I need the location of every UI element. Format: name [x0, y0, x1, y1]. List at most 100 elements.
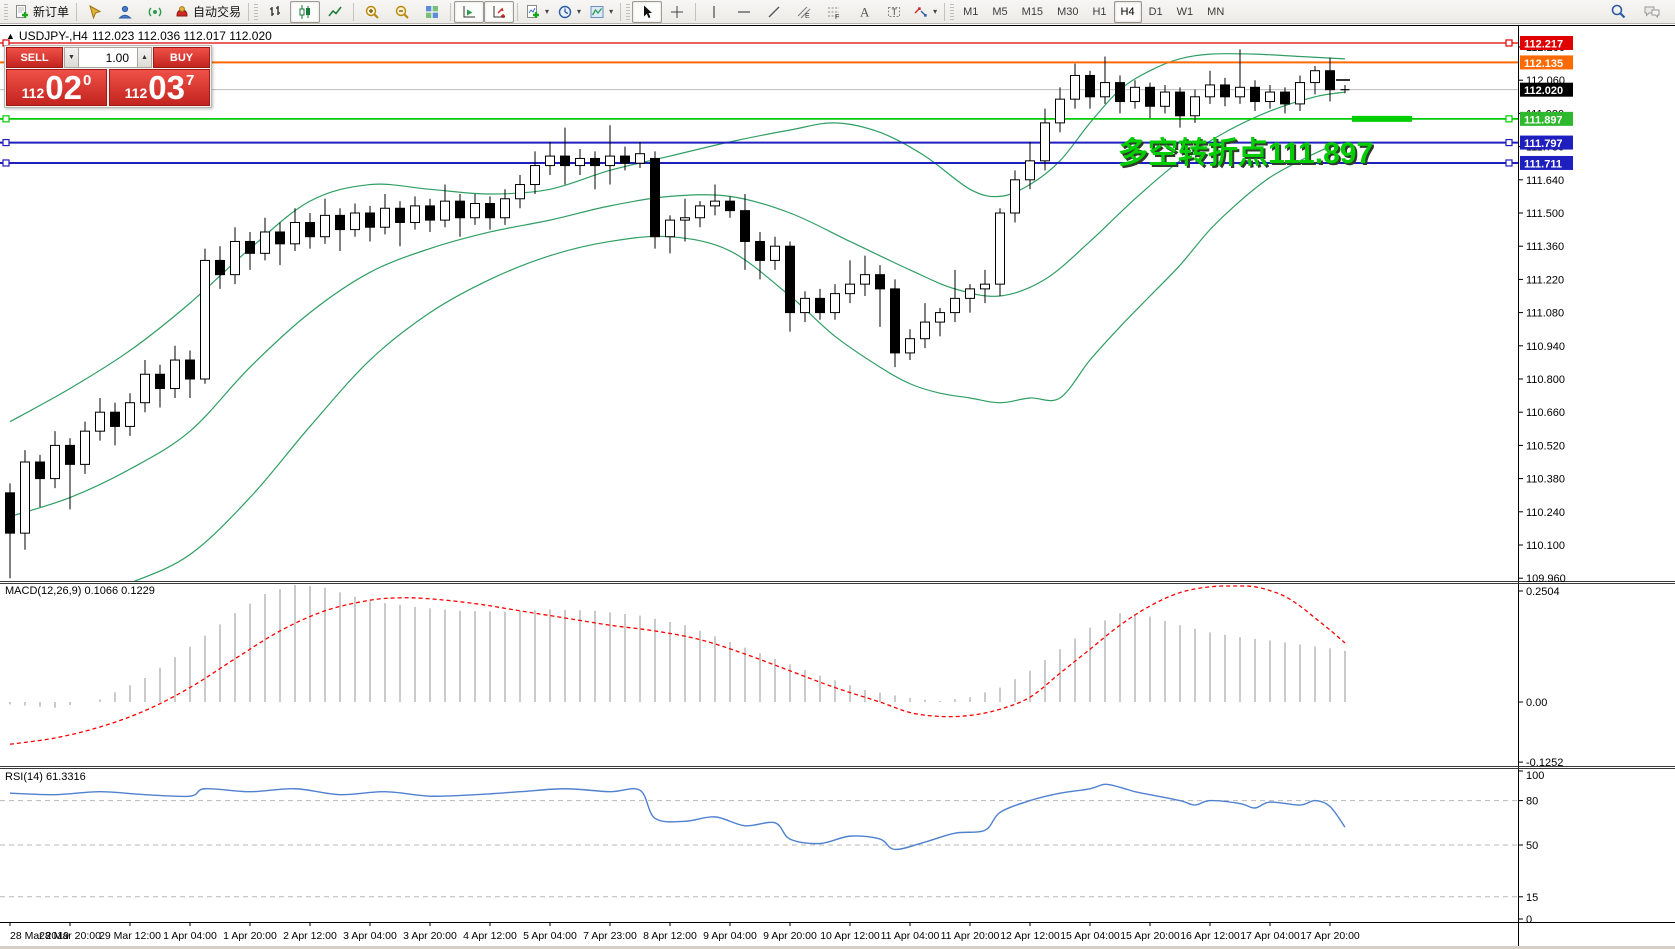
search-button[interactable] — [1603, 1, 1633, 23]
candles — [5, 49, 1350, 579]
svg-text:17 Apr 20:00: 17 Apr 20:00 — [1300, 930, 1360, 942]
line-handle[interactable] — [1505, 115, 1513, 123]
toolbar-separator — [695, 2, 697, 21]
chart-symbol-period: USDJPY-,H4 — [18, 29, 88, 43]
templates-button[interactable]: ▾ — [585, 1, 617, 23]
turning-point-annotation[interactable]: 多空转折点111.897 — [1118, 137, 1374, 170]
main-toolbar: 新订单 自动交易 ▾ ▾ ▾ E F A T ▾ M1 M5 M15 M30 H1 H4 D1 W1 MN — [0, 0, 1675, 24]
arrows-button[interactable]: ▾ — [909, 1, 941, 23]
line-handle[interactable] — [1505, 138, 1513, 147]
chart-window[interactable]: ▲ USDJPY-,H4 112.023 112.036 112.017 112… — [0, 25, 1675, 946]
macd-signal-line — [9, 585, 1346, 745]
svg-text:112.135: 112.135 — [1524, 58, 1563, 70]
price-badge — [1520, 35, 1573, 50]
timeframe-button-d1[interactable]: D1 — [1148, 5, 1163, 18]
buy-price-button[interactable]: 112 03 7 — [109, 69, 210, 106]
chevron-down-icon[interactable]: ▾ — [577, 7, 582, 16]
crosshair-button[interactable] — [662, 1, 692, 23]
chart-shift-button[interactable] — [484, 0, 515, 23]
line-handle[interactable] — [1505, 159, 1513, 167]
vertical-line-button[interactable] — [699, 1, 729, 23]
line-handle[interactable] — [2, 138, 10, 147]
equidistant-channel-button[interactable]: E — [789, 1, 819, 23]
svg-text:A: A — [860, 4, 870, 19]
svg-text:111.360: 111.360 — [1526, 241, 1564, 253]
line-handle[interactable] — [1505, 39, 1513, 47]
buy-button[interactable]: BUY — [153, 47, 210, 68]
svg-text:29 Mar 12:00: 29 Mar 12:00 — [99, 930, 161, 942]
indicators-button[interactable]: ▾ — [521, 1, 553, 23]
new-order-icon — [14, 4, 30, 20]
svg-text:5 Apr 04:00: 5 Apr 04:00 — [523, 930, 577, 942]
sell-price-button[interactable]: 112 02 0 — [6, 69, 107, 106]
svg-text:110.660: 110.660 — [1526, 407, 1565, 419]
svg-text:111.897: 111.897 — [1524, 114, 1563, 126]
cursor-button[interactable] — [632, 0, 663, 23]
zoom-in-button[interactable] — [357, 1, 387, 23]
line-handle[interactable] — [2, 115, 10, 123]
svg-text:110.240: 110.240 — [1526, 507, 1565, 519]
macd-indicator-label: MACD(12,26,9) 0.1066 0.1229 — [5, 585, 155, 597]
toolbar-separator — [944, 2, 946, 21]
tile-windows-button[interactable] — [417, 1, 447, 23]
timeframe-button-m5[interactable]: M5 — [992, 5, 1008, 18]
timeframe-button-h1[interactable]: H1 — [1092, 5, 1107, 18]
svg-text:110.100: 110.100 — [1526, 540, 1565, 552]
timeframe-button-m1[interactable]: M1 — [963, 5, 979, 18]
shapes-icon — [913, 4, 929, 20]
timeframe-button-m15[interactable]: M15 — [1021, 5, 1044, 18]
price-chart-canvas[interactable]: 112.200112.060111.920111.780111.640111.5… — [0, 25, 1675, 946]
level-highlight-segment[interactable] — [1352, 115, 1412, 122]
indicators-icon — [525, 4, 541, 20]
sell-button[interactable]: SELL — [6, 47, 63, 68]
search-icon — [1610, 3, 1627, 20]
line-handle[interactable] — [2, 159, 10, 167]
gold-arrow-icon — [87, 4, 103, 20]
svg-text:7 Apr 23:00: 7 Apr 23:00 — [583, 930, 637, 942]
new-order-button[interactable]: 新订单 — [10, 1, 73, 23]
price-scale[interactable]: 112.200112.060111.920111.780111.640111.5… — [1519, 35, 1573, 585]
timeframe-button-w1[interactable]: W1 — [1176, 5, 1194, 18]
line-chart-button[interactable] — [320, 1, 350, 23]
template-icon — [589, 4, 605, 20]
toolbar-separator — [76, 2, 78, 21]
zoom-in-icon — [364, 4, 380, 20]
toolbar-separator — [353, 2, 355, 21]
svg-text:80: 80 — [1526, 796, 1538, 808]
collapse-panel-icon[interactable]: ▲ — [6, 30, 15, 41]
timeframe-button-h4[interactable]: H4 — [1113, 0, 1142, 23]
mql-community-button[interactable] — [80, 1, 110, 23]
timeframe-button-mn[interactable]: MN — [1207, 5, 1225, 18]
svg-text:17 Apr 04:00: 17 Apr 04:00 — [1240, 930, 1300, 942]
horizontal-line-button[interactable] — [729, 1, 759, 23]
crosshair-icon — [669, 4, 685, 20]
svg-text:111.711: 111.711 — [1524, 158, 1562, 170]
svg-text:0.00: 0.00 — [1526, 697, 1547, 709]
trendline-icon — [766, 4, 782, 20]
auto-scroll-button[interactable] — [454, 0, 485, 23]
fibonacci-button[interactable]: F — [819, 1, 849, 23]
volume-increase-button[interactable]: ▲ — [137, 47, 152, 68]
volume-input[interactable]: 1.00 — [79, 47, 137, 68]
chevron-down-icon[interactable]: ▾ — [609, 7, 614, 16]
chevron-down-icon[interactable]: ▾ — [933, 7, 938, 16]
profile-button[interactable] — [110, 1, 140, 23]
candlestick-chart-button[interactable] — [290, 0, 321, 23]
text-label-button[interactable]: T — [879, 1, 909, 23]
rsi-line — [9, 783, 1346, 851]
svg-text:9 Apr 20:00: 9 Apr 20:00 — [763, 930, 817, 942]
chat-button[interactable] — [1637, 1, 1667, 23]
volume-decrease-button[interactable]: ▼ — [64, 47, 79, 68]
toolbar-separator — [450, 2, 452, 21]
bar-chart-button[interactable] — [260, 1, 290, 23]
zoom-out-button[interactable] — [387, 1, 417, 23]
text-button[interactable]: A — [849, 1, 879, 23]
chevron-down-icon[interactable]: ▾ — [545, 7, 550, 16]
periods-button[interactable]: ▾ — [553, 1, 585, 23]
signals-button[interactable] — [140, 1, 170, 23]
trendline-button[interactable] — [759, 1, 789, 23]
timeframe-button-m30[interactable]: M30 — [1057, 5, 1079, 18]
svg-text:110.380: 110.380 — [1526, 474, 1565, 486]
auto-trading-button[interactable]: 自动交易 — [170, 1, 245, 23]
